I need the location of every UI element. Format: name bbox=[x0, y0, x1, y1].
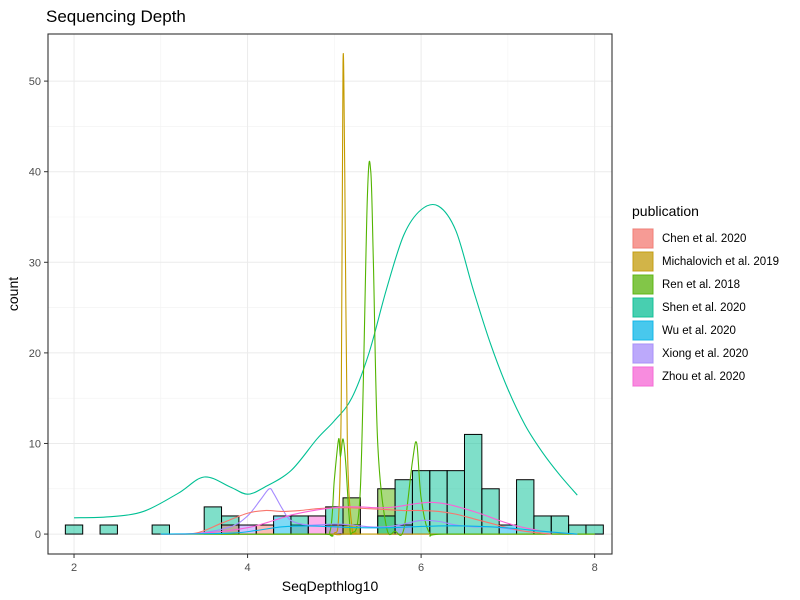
panel-border bbox=[47, 33, 613, 555]
legend-key bbox=[632, 297, 654, 318]
histogram-bar bbox=[550, 515, 570, 535]
histogram-bar bbox=[516, 479, 535, 535]
legend-key bbox=[632, 274, 654, 295]
legend-label: Xiong et al. 2020 bbox=[662, 348, 748, 360]
x-tick-label: 8 bbox=[592, 562, 598, 574]
histogram-bar bbox=[64, 524, 84, 535]
legend-label: Michalovich et al. 2019 bbox=[662, 256, 779, 268]
x-axis-title: SeqDepthlog10 bbox=[282, 578, 379, 594]
x-tick-label: 2 bbox=[71, 562, 77, 574]
y-tick-label: 30 bbox=[29, 257, 41, 269]
density-line bbox=[160, 525, 578, 535]
histogram-bar bbox=[568, 524, 587, 535]
legend-key bbox=[632, 251, 654, 272]
histogram-bar bbox=[585, 524, 604, 535]
legend-label: Shen et al. 2020 bbox=[662, 302, 746, 314]
y-tick-label: 10 bbox=[29, 438, 41, 450]
y-tick-label: 40 bbox=[29, 167, 41, 179]
density-line bbox=[160, 487, 552, 535]
y-tick-label: 20 bbox=[29, 348, 41, 360]
y-tick-label: 0 bbox=[35, 529, 41, 541]
legend-key bbox=[632, 228, 654, 249]
y-axis-title: count bbox=[5, 277, 21, 311]
plot-panel bbox=[48, 34, 612, 554]
y-axis: 0 10 20 30 40 50 bbox=[29, 76, 48, 541]
x-tick-label: 4 bbox=[245, 562, 251, 574]
legend-label: Ren et al. 2018 bbox=[662, 279, 740, 291]
legend-key bbox=[632, 343, 654, 364]
legend-label: Chen et al. 2020 bbox=[662, 233, 746, 245]
legend-label: Zhou et al. 2020 bbox=[662, 371, 745, 383]
legend-key bbox=[632, 320, 654, 341]
histogram-bar bbox=[99, 524, 118, 535]
legend-key bbox=[632, 366, 654, 387]
x-axis: 2 4 6 8 bbox=[71, 554, 598, 574]
density-line bbox=[160, 160, 595, 537]
x-tick-label: 6 bbox=[418, 562, 424, 574]
chart-title: Sequencing Depth bbox=[46, 7, 186, 26]
legend-title: publication bbox=[632, 203, 699, 219]
density-line bbox=[160, 501, 578, 535]
density-line bbox=[74, 203, 578, 519]
y-tick-label: 50 bbox=[29, 76, 41, 88]
density-lines bbox=[74, 53, 595, 537]
histogram-bar bbox=[151, 524, 170, 535]
density-line bbox=[160, 507, 552, 535]
legend: publication Chen et al. 2020 Michalovich … bbox=[632, 203, 779, 387]
grid-lines bbox=[48, 34, 612, 554]
density-line bbox=[160, 53, 595, 536]
legend-label: Wu et al. 2020 bbox=[662, 325, 736, 337]
